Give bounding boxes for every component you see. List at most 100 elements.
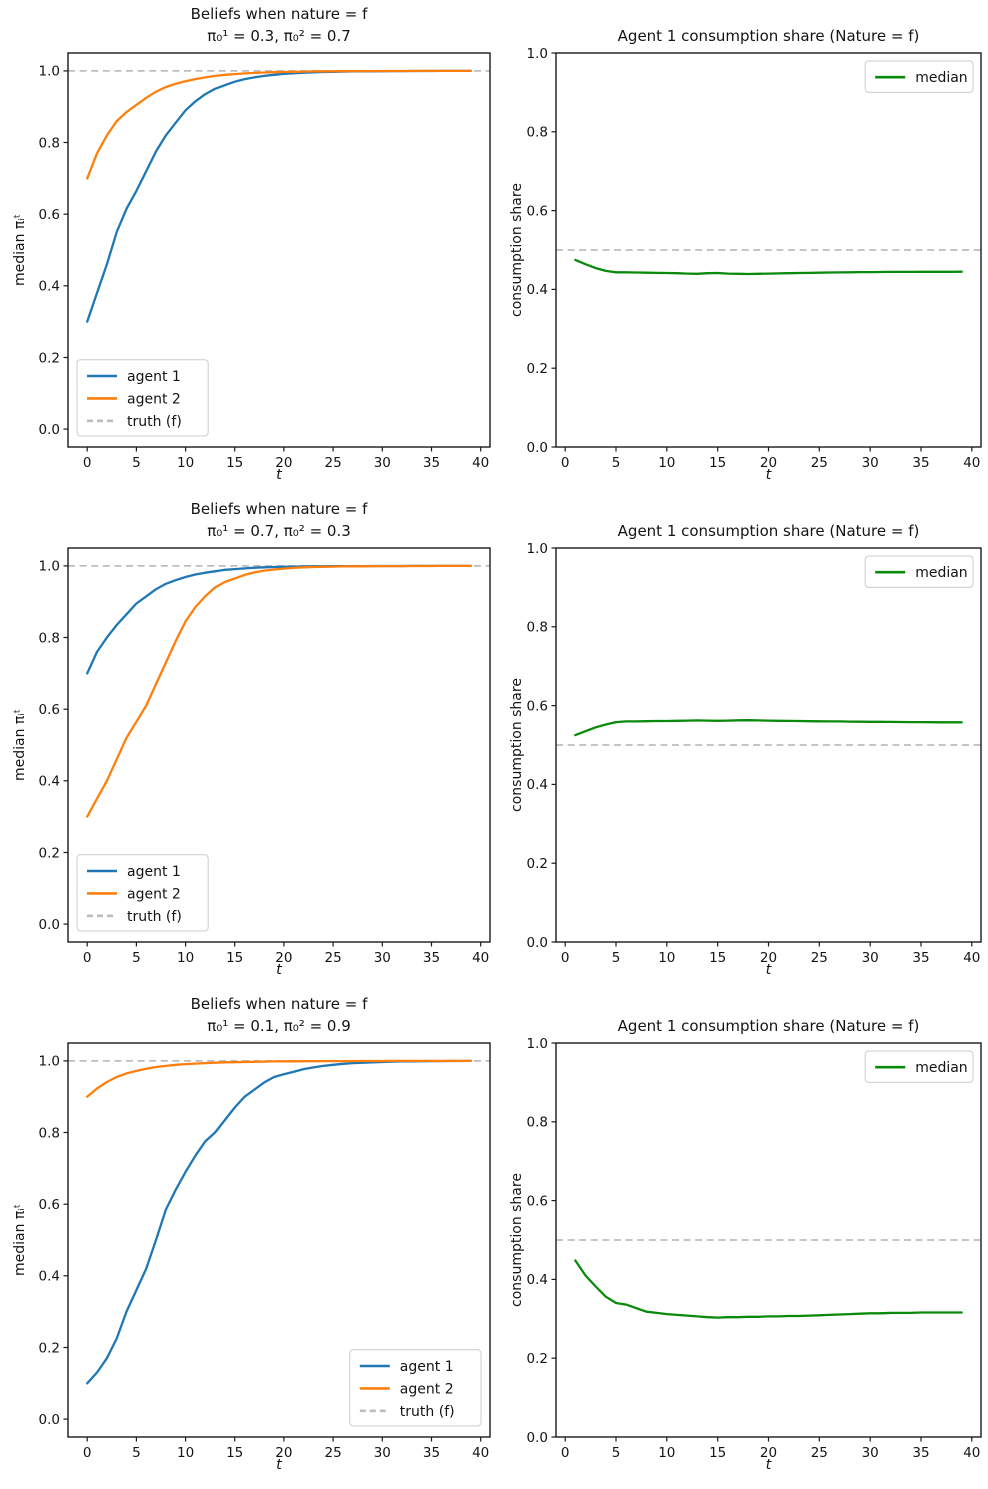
x-tick-label: 20 — [760, 1445, 777, 1461]
x-tick-label: 5 — [612, 950, 621, 966]
x-tick-label: 20 — [760, 950, 777, 966]
x-tick-label: 15 — [709, 950, 726, 966]
y-tick-label: 0.4 — [527, 282, 548, 298]
legend: median — [864, 555, 974, 588]
agent-2-line — [86, 564, 472, 818]
legend-label: agent 2 — [127, 391, 181, 407]
beliefs-row2-subplot: Beliefs when nature = f π₀¹ = 0.7, π₀² =… — [0, 495, 505, 991]
x-tick-label: 20 — [275, 950, 292, 966]
x-tick-label: 35 — [912, 1445, 929, 1461]
chart-title-line2: π₀¹ = 0.1, π₀² = 0.9 — [207, 1017, 351, 1035]
y-tick-label: 0.0 — [39, 422, 60, 438]
median-line — [574, 719, 963, 737]
x-tick-label: 20 — [760, 455, 777, 471]
x-tick-label: 25 — [325, 455, 342, 471]
legend: agent 1 agent 2 truth (f) — [76, 359, 209, 437]
y-tick-label: 1.0 — [527, 541, 548, 557]
y-tick-label: 0.2 — [527, 1351, 548, 1367]
y-tick-label: 0.0 — [527, 935, 548, 951]
legend-box — [76, 359, 209, 437]
x-tick-label: 30 — [374, 1445, 391, 1461]
y-tick-label: 0.2 — [39, 1340, 60, 1356]
x-tick-label: 0 — [83, 1445, 92, 1461]
consumption-chart-row2: 0 5 10 15 20 25 30 35 40 0.0 0.2 0.4 0.6 0.8 1.0 median — [527, 541, 982, 966]
chart-title-line1: Agent 1 consumption share (Nature = f) — [617, 522, 920, 540]
consumption-chart-row3: 0 5 10 15 20 25 30 35 40 0.0 0.2 0.4 0.6 0.8 1.0 median — [527, 1036, 982, 1461]
x-tick-label: 35 — [423, 1445, 440, 1461]
chart-title: Beliefs when nature = f π₀¹ = 0.3, π₀² =… — [68, 3, 490, 47]
legend: agent 1 agent 2 truth (f) — [349, 1349, 482, 1427]
x-tick-label: 20 — [275, 455, 292, 471]
axes-frame — [67, 1042, 491, 1438]
consumption-row1-subplot: Agent 1 consumption share (Nature = f) c… — [505, 0, 988, 496]
y-tick-label: 0.4 — [527, 1272, 548, 1288]
chart-title-line1: Beliefs when nature = f — [190, 995, 368, 1013]
x-tick-label: 25 — [325, 1445, 342, 1461]
legend-label: truth (f) — [400, 1404, 455, 1420]
x-tick-label: 30 — [862, 1445, 879, 1461]
y-tick-label: 0.8 — [527, 620, 548, 636]
legend-label: truth (f) — [127, 909, 182, 925]
axes-frame — [67, 547, 491, 943]
legend-label: agent 1 — [400, 1359, 454, 1375]
legend-label: agent 1 — [127, 864, 181, 880]
x-tick-label: 10 — [177, 950, 194, 966]
median-line — [574, 258, 963, 276]
median-line — [574, 1259, 963, 1319]
y-tick-label: 0.6 — [527, 1193, 548, 1209]
y-tick-label: 0.8 — [39, 630, 60, 646]
x-tick-label: 40 — [963, 1445, 980, 1461]
agent-1-line — [86, 69, 472, 323]
y-tick-label: 0.8 — [39, 135, 60, 151]
y-tick-label: 0.6 — [527, 203, 548, 219]
legend-label: median — [915, 565, 967, 581]
agent-2-line — [86, 69, 472, 180]
x-tick-label: 30 — [862, 950, 879, 966]
x-tick-label: 25 — [811, 950, 828, 966]
x-tick-label: 10 — [658, 1445, 675, 1461]
x-tick-label: 40 — [472, 455, 489, 471]
x-tick-label: 25 — [811, 1445, 828, 1461]
x-tick-label: 0 — [83, 950, 92, 966]
y-tick-label: 0.2 — [39, 845, 60, 861]
chart-title-line1: Agent 1 consumption share (Nature = f) — [617, 27, 920, 45]
consumption-row2-subplot: Agent 1 consumption share (Nature = f) c… — [505, 495, 988, 991]
chart-title-line1: Beliefs when nature = f — [190, 500, 368, 518]
x-axis-label: t — [276, 962, 282, 978]
x-tick-label: 0 — [561, 950, 570, 966]
x-tick-label: 0 — [561, 455, 570, 471]
x-tick-label: 30 — [374, 455, 391, 471]
x-tick-label: 40 — [963, 950, 980, 966]
x-tick-label: 40 — [472, 1445, 489, 1461]
legend-label: truth (f) — [127, 414, 182, 430]
chart-title: Agent 1 consumption share (Nature = f) — [556, 1015, 981, 1037]
y-tick-label: 0.0 — [527, 1430, 548, 1446]
legend-label: agent 2 — [127, 886, 181, 902]
x-axis-label: t — [765, 467, 772, 483]
x-axis-label: t — [765, 1457, 772, 1473]
legend-box — [76, 854, 209, 932]
x-tick-label: 5 — [612, 1445, 621, 1461]
y-tick-label: 0.2 — [527, 361, 548, 377]
beliefs-chart-row3: 0 5 10 15 20 25 30 35 40 0.0 0.2 0.4 0.6 0.8 1.0 agent … — [39, 1042, 491, 1461]
x-tick-label: 35 — [912, 950, 929, 966]
agent-1-line — [86, 564, 472, 675]
y-tick-label: 0.8 — [39, 1125, 60, 1141]
x-tick-label: 20 — [275, 1445, 292, 1461]
x-tick-label: 40 — [963, 455, 980, 471]
y-tick-label: 1.0 — [527, 46, 548, 62]
x-tick-label: 15 — [226, 455, 243, 471]
x-tick-label: 25 — [325, 950, 342, 966]
x-tick-label: 30 — [374, 950, 391, 966]
agent-2-line — [86, 1059, 472, 1098]
legend-box — [864, 555, 974, 588]
y-tick-label: 0.2 — [527, 856, 548, 872]
chart-title: Agent 1 consumption share (Nature = f) — [556, 520, 981, 542]
y-tick-label: 0.4 — [39, 279, 60, 295]
y-tick-label: 0.8 — [527, 1115, 548, 1131]
y-tick-label: 0.6 — [39, 1197, 60, 1213]
x-tick-label: 15 — [226, 950, 243, 966]
y-tick-label: 0.0 — [39, 917, 60, 933]
legend-box — [349, 1349, 482, 1427]
